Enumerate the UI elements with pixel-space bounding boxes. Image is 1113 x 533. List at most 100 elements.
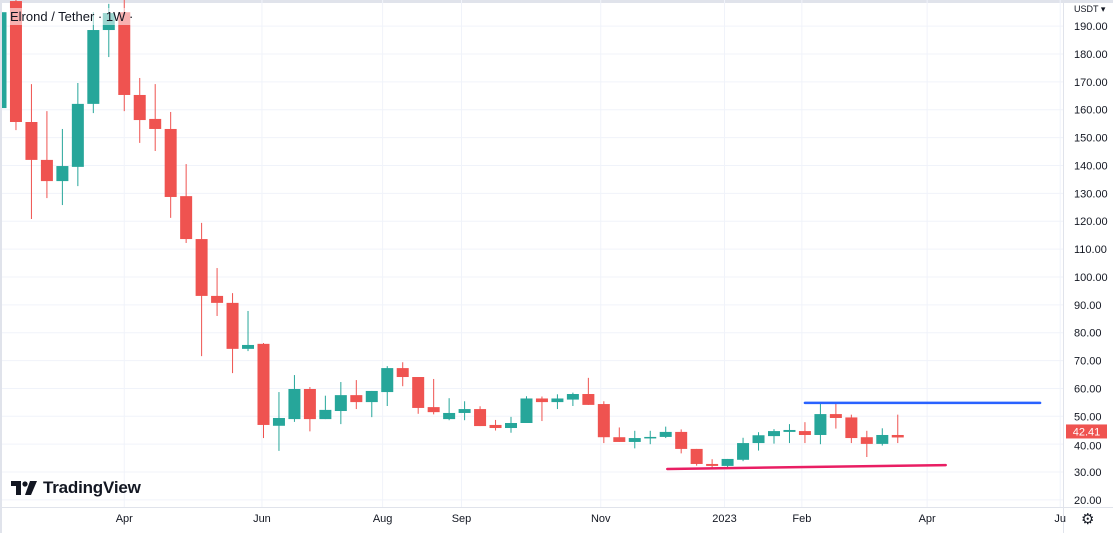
- candle-body: [798, 431, 811, 435]
- candle-down[interactable]: [891, 414, 904, 444]
- candle-up[interactable]: [876, 428, 889, 446]
- y-tick-label: 70.00: [1074, 356, 1102, 368]
- candle-body: [195, 239, 208, 296]
- candle-down[interactable]: [257, 343, 270, 439]
- candle-up[interactable]: [644, 430, 657, 445]
- x-tick-label: Apr: [116, 513, 133, 525]
- gear-icon[interactable]: ⚙: [1081, 511, 1095, 528]
- candle-up[interactable]: [721, 458, 734, 468]
- candle-body: [566, 394, 579, 400]
- candle-down[interactable]: [195, 222, 208, 357]
- candle-up[interactable]: [551, 394, 564, 410]
- currency-selector[interactable]: USDT ▾: [1074, 4, 1106, 14]
- candle-down[interactable]: [489, 419, 502, 431]
- candle-up[interactable]: [242, 310, 255, 352]
- candle-body: [829, 414, 842, 418]
- left-border: [0, 0, 2, 533]
- candle-up[interactable]: [458, 401, 471, 421]
- candle-down[interactable]: [303, 387, 316, 432]
- candle-down[interactable]: [798, 422, 811, 444]
- candle-up[interactable]: [334, 382, 347, 425]
- candle-down[interactable]: [350, 380, 363, 410]
- candle-up[interactable]: [56, 128, 69, 206]
- candle-body: [535, 398, 548, 403]
- x-tick-label: Ju: [1054, 513, 1066, 525]
- candle-down[interactable]: [829, 403, 842, 429]
- candle-up[interactable]: [737, 437, 750, 462]
- candle-up[interactable]: [272, 392, 285, 451]
- candle-down[interactable]: [40, 111, 53, 199]
- candle-body: [350, 395, 363, 403]
- candle-down[interactable]: [706, 459, 719, 468]
- candle-body: [381, 368, 394, 393]
- candle-up[interactable]: [520, 396, 533, 423]
- candle-up[interactable]: [768, 429, 780, 444]
- candles: [0, 0, 904, 468]
- candle-up[interactable]: [628, 430, 641, 449]
- price-axis[interactable]: 20.00 30.00 40.00 50.00 60.00 70.00 80.00 90.00…: [1074, 21, 1108, 507]
- x-tick-label: Sep: [452, 513, 472, 525]
- candle-down[interactable]: [845, 414, 858, 444]
- candle-down[interactable]: [396, 362, 409, 387]
- symbol-title[interactable]: Elrond / Tether · 1W ·: [8, 8, 136, 25]
- candle-up[interactable]: [288, 375, 301, 422]
- y-tick-label: 40.00: [1074, 440, 1102, 452]
- candle-down[interactable]: [133, 77, 146, 143]
- candle-down[interactable]: [180, 164, 193, 243]
- candle-down[interactable]: [675, 429, 688, 454]
- candle-down[interactable]: [613, 427, 626, 442]
- y-tick-label: 20.00: [1074, 495, 1102, 507]
- candle-body: [334, 395, 347, 412]
- candle-down[interactable]: [226, 293, 239, 374]
- trendlines: [666, 401, 1042, 471]
- top-border: [0, 0, 1113, 3]
- candle-up[interactable]: [365, 390, 378, 418]
- candle-body: [303, 388, 316, 420]
- support-trendline[interactable]: [666, 463, 947, 471]
- candle-up[interactable]: [814, 402, 827, 445]
- last-price-label: 42.41: [1066, 424, 1107, 439]
- candle-down[interactable]: [860, 430, 873, 458]
- candle-up[interactable]: [659, 426, 672, 439]
- candle-body: [551, 398, 564, 403]
- candle-up[interactable]: [566, 392, 579, 406]
- candle-body: [133, 94, 146, 121]
- y-tick-label: 140.00: [1074, 160, 1108, 172]
- time-axis[interactable]: bAprJunAugSepNov2023FebAprJu: [0, 513, 1066, 525]
- candle-up[interactable]: [319, 395, 332, 420]
- candle-up[interactable]: [752, 432, 765, 451]
- candle-body: [644, 436, 657, 439]
- candle-body: [721, 458, 734, 466]
- y-tick-label: 60.00: [1074, 383, 1102, 395]
- candle-down[interactable]: [427, 378, 440, 415]
- candle-up[interactable]: [443, 398, 456, 421]
- candle-down[interactable]: [690, 448, 703, 466]
- candle-up[interactable]: [505, 416, 518, 433]
- candle-body: [628, 438, 641, 442]
- candle-up[interactable]: [381, 366, 394, 406]
- candle-down[interactable]: [149, 84, 162, 151]
- candle-down[interactable]: [535, 396, 548, 422]
- candle-up[interactable]: [87, 12, 100, 114]
- candle-up[interactable]: [71, 82, 84, 187]
- candle-down[interactable]: [582, 377, 595, 405]
- y-tick-label: 110.00: [1074, 244, 1107, 256]
- x-tick-label: Aug: [373, 513, 393, 525]
- tradingview-logo[interactable]: TradingView: [11, 478, 141, 498]
- candle-down[interactable]: [474, 406, 487, 427]
- y-tick-label: 150.00: [1074, 133, 1108, 145]
- candle-down[interactable]: [412, 377, 425, 414]
- candle-down[interactable]: [25, 84, 38, 219]
- candle-body: [737, 443, 750, 460]
- candle-body: [242, 344, 255, 349]
- candle-body: [180, 196, 193, 240]
- y-tick-label: 130.00: [1074, 188, 1108, 200]
- x-tick-label: Apr: [919, 513, 936, 525]
- candle-down[interactable]: [164, 111, 177, 218]
- candle-body: [149, 118, 162, 129]
- candle-up[interactable]: [783, 424, 796, 444]
- candle-down[interactable]: [597, 401, 610, 444]
- candle-down[interactable]: [211, 268, 224, 316]
- candle-body: [211, 295, 224, 303]
